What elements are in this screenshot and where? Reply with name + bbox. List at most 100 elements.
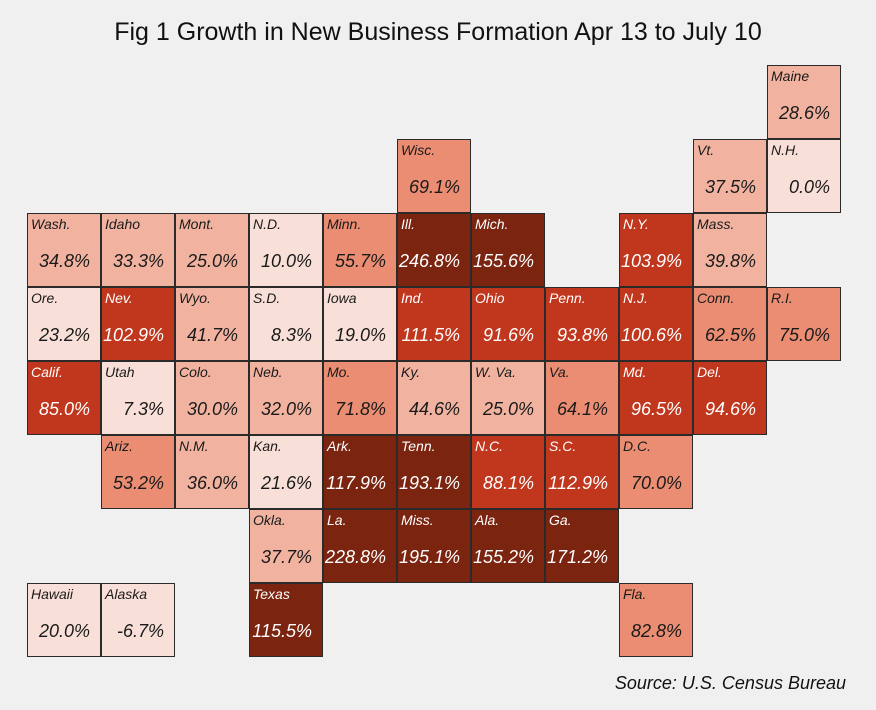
tile-value: 25.0% [186,251,238,271]
tile-label: Iowa [327,290,357,306]
tile-value: 102.9% [102,325,164,345]
tile-label: Neb. [253,364,283,380]
tile-value: 100.6% [620,325,682,345]
tile-value: 195.1% [398,547,460,567]
tile-label: Ky. [401,364,421,380]
tile-label: R.I. [771,290,793,306]
tile-label: La. [327,512,347,528]
tile-label: Mo. [327,364,351,380]
tile-value: 25.0% [482,399,534,419]
tile-value: 88.1% [482,473,534,493]
tile-wyo: Wyo. 41.7% [175,287,249,361]
tile-label: Ga. [549,512,572,528]
tile-label: Ill. [401,216,415,232]
tile-label: N.C. [475,438,503,454]
chart-title: Fig 1 Growth in New Business Formation A… [114,18,762,46]
tile-value: 64.1% [556,399,608,419]
tile-label: Ind. [401,290,425,306]
tile-label: Mass. [697,216,735,232]
tile-value: 155.2% [472,547,534,567]
tile-kan: Kan. 21.6% [249,435,323,509]
tile-n-d: N.D. 10.0% [249,213,323,287]
tile-label: Vt. [697,142,715,158]
tile-la: La. 228.8% [323,509,397,583]
tile-value: 115.5% [252,621,312,641]
tile-wash: Wash. 34.8% [27,213,101,287]
tile-value: 53.2% [112,473,164,493]
tile-penn: Penn. 93.8% [545,287,619,361]
tile-n-j: N.J. 100.6% [619,287,693,361]
tile-label: Texas [253,586,290,602]
tile-s-d: S.D. 8.3% [249,287,323,361]
tile-label: Ala. [475,512,500,528]
tile-label: Wash. [31,216,71,232]
tile-ind: Ind. 111.5% [397,287,471,361]
tile-utah: Utah 7.3% [101,361,175,435]
tile-neb: Neb. 32.0% [249,361,323,435]
tile-value: 117.9% [326,473,386,493]
tile-value: 69.1% [408,177,460,197]
tile-wisc: Wisc. 69.1% [397,139,471,213]
tile-label: W. Va. [475,364,516,380]
tile-value: 30.0% [186,399,238,419]
tile-value: 70.0% [630,473,682,493]
tile-label: N.J. [623,290,648,306]
tile-w-va: W. Va. 25.0% [471,361,545,435]
tile-label: Alaska [105,586,148,602]
tile-value: 20.0% [38,621,90,641]
tile-label: Penn. [549,290,586,306]
tile-fla: Fla. 82.8% [619,583,693,657]
tile-value: 93.8% [556,325,608,345]
tile-ariz: Ariz. 53.2% [101,435,175,509]
tile-value: -6.7% [116,621,164,641]
tile-label: Fla. [623,586,647,602]
tile-value: 37.7% [260,547,312,567]
tile-label: Tenn. [401,438,436,454]
tile-value: 0.0% [788,177,830,197]
tile-label: Va. [549,364,570,380]
tile-label: Wyo. [179,290,211,306]
tile-mo: Mo. 71.8% [323,361,397,435]
tile-label: N.M. [179,438,209,454]
tile-label: Ariz. [105,438,133,454]
tile-hawaii: Hawaii 20.0% [27,583,101,657]
tile-n-h: N.H. 0.0% [767,139,841,213]
tile-label: Conn. [697,290,735,306]
tile-colo: Colo. 30.0% [175,361,249,435]
tile-alaska: Alaska -6.7% [101,583,175,657]
tile-value: 155.6% [472,251,534,271]
tile-tenn: Tenn. 193.1% [397,435,471,509]
tile-vt: Vt. 37.5% [693,139,767,213]
tile-label: Md. [623,364,647,380]
tile-value: 71.8% [334,399,386,419]
tile-del: Del. 94.6% [693,361,767,435]
tile-value: 8.3% [270,325,312,345]
tile-calif: Calif. 85.0% [27,361,101,435]
tile-ga: Ga. 171.2% [545,509,619,583]
tile-ky: Ky. 44.6% [397,361,471,435]
tile-value: 19.0% [334,325,386,345]
tile-minn: Minn. 55.7% [323,213,397,287]
tile-value: 62.5% [704,325,756,345]
tile-value: 246.8% [398,251,460,271]
tile-label: Idaho [105,216,141,232]
tile-label: Mich. [475,216,509,232]
tile-conn: Conn. 62.5% [693,287,767,361]
tile-value: 228.8% [324,547,386,567]
tile-label: Hawaii [31,586,74,602]
tile-label: N.H. [771,142,799,158]
tile-label: Kan. [253,438,282,454]
tile-label: Mont. [179,216,215,232]
tile-value: 23.2% [38,325,90,345]
tile-n-y: N.Y. 103.9% [619,213,693,287]
tile-label: Okla. [253,512,286,528]
tile-label: D.C. [623,438,651,454]
tile-value: 55.7% [334,251,386,271]
tile-ill: Ill. 246.8% [397,213,471,287]
tile-va: Va. 64.1% [545,361,619,435]
tile-value: 85.0% [38,399,90,419]
tile-value: 33.3% [112,251,164,271]
tile-value: 10.0% [260,251,312,271]
tile-n-m: N.M. 36.0% [175,435,249,509]
tile-value: 39.8% [704,251,756,271]
